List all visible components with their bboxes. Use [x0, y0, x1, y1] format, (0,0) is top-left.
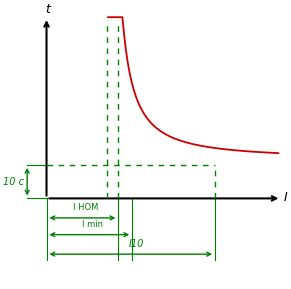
- Text: 10 c: 10 c: [3, 177, 24, 187]
- Text: I: I: [284, 190, 288, 203]
- Text: t: t: [45, 3, 50, 16]
- Text: I min: I min: [81, 220, 103, 229]
- Text: I10: I10: [129, 239, 144, 249]
- Text: I НОМ: I НОМ: [72, 203, 98, 212]
